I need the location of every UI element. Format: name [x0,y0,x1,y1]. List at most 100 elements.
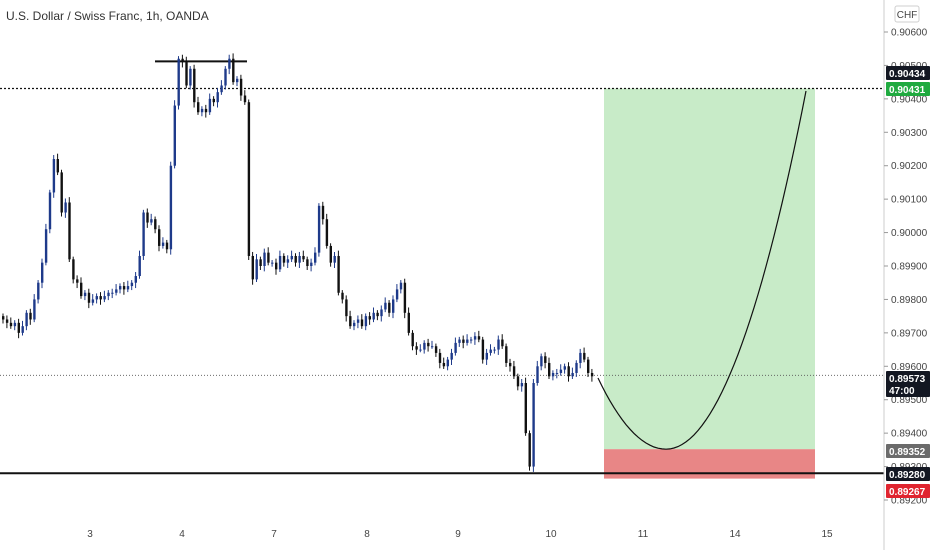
price-tick-label: 0.89700 [891,328,928,339]
candle [427,338,430,352]
candle [130,280,134,291]
candle [126,280,130,293]
candle [446,356,449,371]
profit-zone [604,88,815,450]
candles [2,53,594,472]
price-badge-label: 0.90434 [889,69,926,80]
candle [329,243,332,267]
candle [298,251,301,269]
candle-body [376,312,379,317]
candle [512,360,516,379]
candle [56,153,59,176]
candle [119,283,122,294]
candle-body [150,219,153,223]
candle-body [473,336,477,340]
time-tick-label: 9 [455,529,461,540]
candle-body [446,359,449,367]
candle-body [177,58,180,106]
candle [177,56,180,110]
candle [2,313,5,324]
price-tick-label: 0.90600 [891,28,928,39]
candle [146,208,149,228]
candle-body [236,78,239,83]
candle-body [263,252,266,266]
candle [477,330,481,343]
candle [255,253,258,283]
candle [72,256,75,284]
candle [536,360,539,386]
price-tick-label: 0.89400 [891,429,928,440]
candle [516,373,520,391]
candle-body [204,108,208,113]
candle [415,342,418,355]
candle-body [134,276,137,283]
chart-title: U.S. Dollar / Swiss Franc, 1h, OANDA [6,9,209,23]
candle [337,250,340,296]
candle [310,258,313,272]
price-tick-label: 0.90000 [891,228,928,239]
candle-body [399,282,403,290]
candle-body [411,332,414,347]
candle [228,54,231,75]
candle-body [25,312,28,327]
candle [181,54,184,68]
candle-body [142,212,145,256]
candle [154,216,157,234]
candle-body [208,98,212,113]
candle-body [388,302,391,313]
candle [208,93,212,115]
candle-body [107,292,110,297]
candle [462,335,465,349]
candle-body [337,255,340,293]
candle [520,378,524,392]
candle [212,96,215,107]
candle-body [501,339,504,347]
candle-body [185,62,188,86]
price-tick-label: 0.89500 [891,395,928,406]
level-lines [0,60,884,475]
candle [458,336,461,347]
price-badge: 0.90431 [886,82,930,96]
price-badge-label: 0.89280 [889,470,926,481]
candle-body [99,296,102,300]
candle-body [590,372,594,377]
candle-body [563,366,566,370]
candle-body [44,229,48,263]
price-axis-ticks: 0.906000.905000.904000.903000.902000.901… [884,28,928,507]
candle [37,280,40,304]
price-tick-label: 0.90400 [891,94,928,105]
candle [41,258,44,289]
price-badge: 0.89280 [886,467,930,481]
candle [450,348,453,365]
candle [356,315,360,329]
candle [142,209,145,260]
candle-body [41,262,44,283]
candle [278,250,282,273]
time-tick-label: 14 [729,529,741,540]
candle-body [434,346,438,353]
candle-body [64,202,67,213]
candle-body [29,312,32,320]
candle-body [548,362,551,377]
price-tick-label: 0.89900 [891,262,928,273]
candle-body [275,262,278,270]
time-tick-label: 3 [87,529,93,540]
candle [419,344,422,353]
candle-body [220,85,223,93]
candle-body [212,98,215,103]
candle-body [138,255,141,277]
candle-body [384,302,387,310]
candle-body [427,342,430,347]
candle-body [52,159,56,193]
candle-body [419,349,422,351]
time-tick-label: 15 [821,529,833,540]
candle-body [310,262,313,266]
candle [224,66,227,90]
candle [103,290,106,303]
price-badge: 0.90434 [886,66,930,80]
candle [44,223,48,266]
candle [431,340,434,349]
candle-body [111,292,114,294]
currency-button[interactable]: CHF [894,5,920,23]
